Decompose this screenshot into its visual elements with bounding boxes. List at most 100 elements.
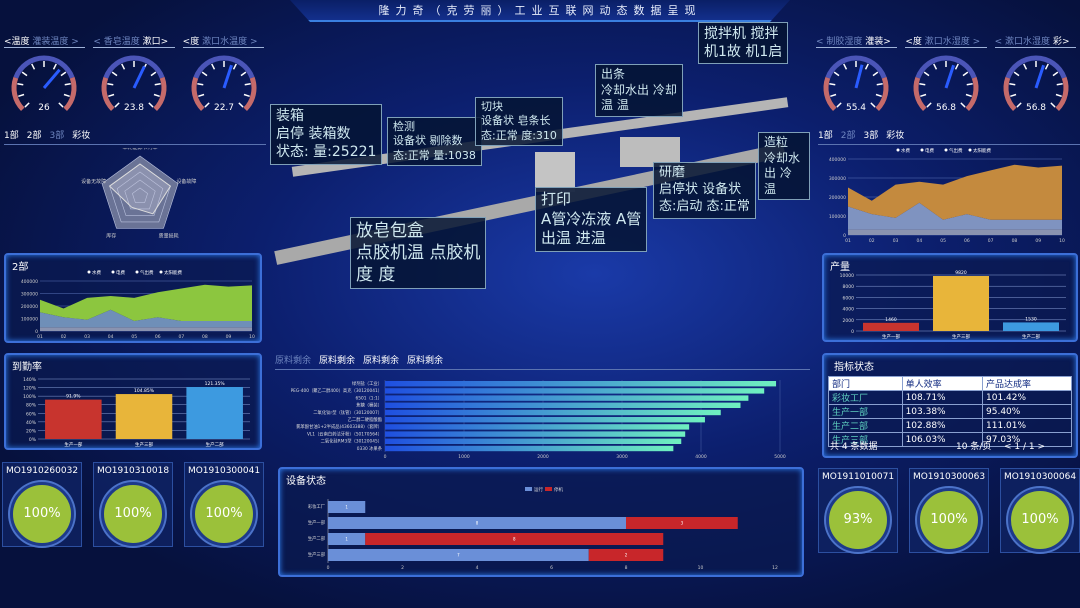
- order-card[interactable]: MO1910260032 100%: [2, 462, 82, 547]
- gauge-tick: [960, 102, 966, 108]
- y-tick-label: 80%: [26, 403, 37, 409]
- x-tick-label: 5000: [774, 454, 786, 460]
- order-card[interactable]: MO1910300064 100%: [1000, 468, 1080, 553]
- gauge-tab[interactable]: < 漱口水湿度 彩>: [994, 34, 1076, 48]
- gauge-value: 26: [38, 103, 50, 113]
- legend-dot: [920, 148, 924, 152]
- y-tick-label: 40%: [26, 420, 37, 426]
- panel-title: 2部: [12, 262, 29, 273]
- x-tick-label: 生产三部: [952, 333, 970, 340]
- pagination[interactable]: < 1 / 1 >: [1004, 442, 1046, 452]
- bar: [328, 517, 626, 529]
- data-label: 1530: [1025, 316, 1037, 322]
- column-header[interactable]: 单人效率: [901, 376, 984, 391]
- tab-label[interactable]: 漱口>: [142, 37, 169, 47]
- table-row[interactable]: 生产一部 103.38% 95.40%: [828, 404, 1072, 419]
- order-card[interactable]: MO1910310018 100%: [93, 462, 173, 547]
- y-tick-label: 二氧化钛r型（钛管）（30120007）: [313, 409, 382, 416]
- tab-label[interactable]: 彩>: [1052, 37, 1070, 47]
- dept-tab[interactable]: 2部: [840, 131, 856, 141]
- tab-prev[interactable]: < 制胶湿度: [816, 37, 863, 47]
- table-row[interactable]: 生产二部 102.88% 111.01%: [828, 418, 1072, 433]
- table-row[interactable]: 生产三部 106.03% 97.03%: [828, 432, 1072, 447]
- tab-prev[interactable]: <温度: [4, 37, 30, 47]
- gauge-tick: [108, 93, 115, 98]
- bar: [45, 399, 102, 439]
- gauge-tick: [1056, 83, 1063, 86]
- gauge-tick: [875, 93, 882, 98]
- attendance-bar-chart: 0% 20% 40% 60% 80% 100% 120% 140% 91.9% 生产一部 104.8…: [23, 377, 250, 448]
- data-label: 9820: [955, 270, 967, 276]
- tab-label[interactable]: 漱口水湿度 >: [924, 37, 981, 47]
- gauge-tab[interactable]: < 香皂温度 漱口>: [93, 34, 175, 48]
- right-dept-tabs: 1部 2部 3部 彩妆: [818, 128, 1080, 145]
- column-header[interactable]: 产品达成率: [982, 376, 1072, 391]
- gauge-tick: [148, 102, 154, 108]
- radar-label: 质量损耗: [159, 232, 179, 239]
- gauge-tab[interactable]: <温度 灌装温度 >: [4, 34, 86, 48]
- bar: [186, 386, 243, 439]
- gauge-tick: [926, 102, 932, 108]
- gauge-tick: [1055, 93, 1062, 98]
- x-tick-label: 10: [698, 565, 704, 571]
- output-bar-chart: 0 2000 4000 6000 8000 10000 1460 生产一部 9820 生产三部 15…: [840, 270, 1066, 340]
- dept-tab[interactable]: 2部: [26, 131, 42, 141]
- page-size-select[interactable]: 10 条/页: [956, 442, 992, 452]
- y-tick-label: 200000: [21, 304, 38, 310]
- table-row[interactable]: 彩妆工厂 108.71% 101.42%: [828, 390, 1072, 405]
- bar: [626, 517, 738, 529]
- bar: [385, 431, 686, 437]
- panel-title: 到勤率: [12, 362, 42, 373]
- x-tick-label: 2: [401, 565, 404, 571]
- material-tab[interactable]: 原料剩余: [275, 356, 312, 366]
- dept-tab[interactable]: 彩妆: [72, 131, 91, 141]
- dept-tab[interactable]: 3部: [863, 131, 879, 141]
- order-card[interactable]: MO1911010071 93%: [818, 468, 898, 553]
- y-tick-label: PEG-400（聚乙二醇400）高克（30120041）: [291, 387, 382, 394]
- x-tick-label: 06: [155, 334, 161, 340]
- tab-label[interactable]: 灌装>: [865, 37, 891, 47]
- left-cards: MO1910260032 100% MO1910310018 100% MO1910…: [2, 462, 264, 547]
- gauge-tick: [107, 83, 114, 86]
- progress-ball: 93%: [826, 488, 890, 552]
- tab-label[interactable]: 灌装温度 >: [32, 37, 79, 47]
- gauge-tab[interactable]: <度 漱口水温度 >: [182, 34, 264, 48]
- radar-area: [108, 163, 172, 215]
- progress-ball: 100%: [10, 482, 74, 546]
- gauge-tab[interactable]: <度 漱口水湿度 >: [905, 34, 987, 48]
- scene-label: 装箱 启停 装箱数 状态: 量:25221: [270, 104, 383, 165]
- right-gauges: 55.4 56.8 56.8: [823, 55, 1069, 113]
- tab-prev[interactable]: <度: [905, 37, 922, 47]
- y-tick-label: 生产一部: [308, 519, 326, 526]
- dept-tab[interactable]: 1部: [4, 131, 19, 141]
- y-tick-label: 100%: [23, 394, 37, 400]
- gauge-arc: [915, 55, 977, 79]
- material-tab[interactable]: 原料剩余: [319, 356, 356, 366]
- gauge-tick: [31, 63, 36, 70]
- order-card[interactable]: MO1910300063 100%: [909, 468, 989, 553]
- gauge-value: 23.8: [124, 103, 144, 113]
- order-card[interactable]: MO1910300041 100%: [184, 462, 264, 547]
- gauge-tab[interactable]: < 制胶湿度 灌装>: [816, 34, 898, 48]
- tab-prev[interactable]: < 香皂温度: [93, 37, 140, 47]
- y-tick-label: 0: [851, 329, 854, 335]
- material-tab[interactable]: 原料剩余: [407, 356, 444, 366]
- tab-prev[interactable]: < 漱口水湿度: [994, 37, 1051, 47]
- column-header[interactable]: 部门: [828, 376, 903, 391]
- gauge-value: 55.4: [846, 103, 866, 113]
- dept-tab[interactable]: 彩妆: [886, 131, 905, 141]
- y-tick-label: 120%: [23, 386, 37, 392]
- material-tab[interactable]: 原料剩余: [363, 356, 400, 366]
- dept-tab[interactable]: 1部: [818, 131, 833, 141]
- x-tick-label: 2000: [537, 454, 549, 460]
- y-tick-label: 100000: [21, 317, 38, 323]
- legend-dot: [896, 148, 900, 152]
- tab-prev[interactable]: <度: [182, 37, 200, 47]
- dept-tab[interactable]: 3部: [49, 131, 65, 141]
- gauge-arc: [191, 76, 205, 111]
- factory-3d-scene[interactable]: 装箱 启停 装箱数 状态: 量:25221 检测 设备状 剔除数 态:正常 量:1038…: [270, 22, 810, 344]
- gauge-arc: [825, 55, 887, 79]
- x-tick-label: 12: [772, 565, 778, 571]
- legend-dot: [968, 148, 972, 152]
- tab-label[interactable]: 漱口水温度 >: [202, 37, 258, 47]
